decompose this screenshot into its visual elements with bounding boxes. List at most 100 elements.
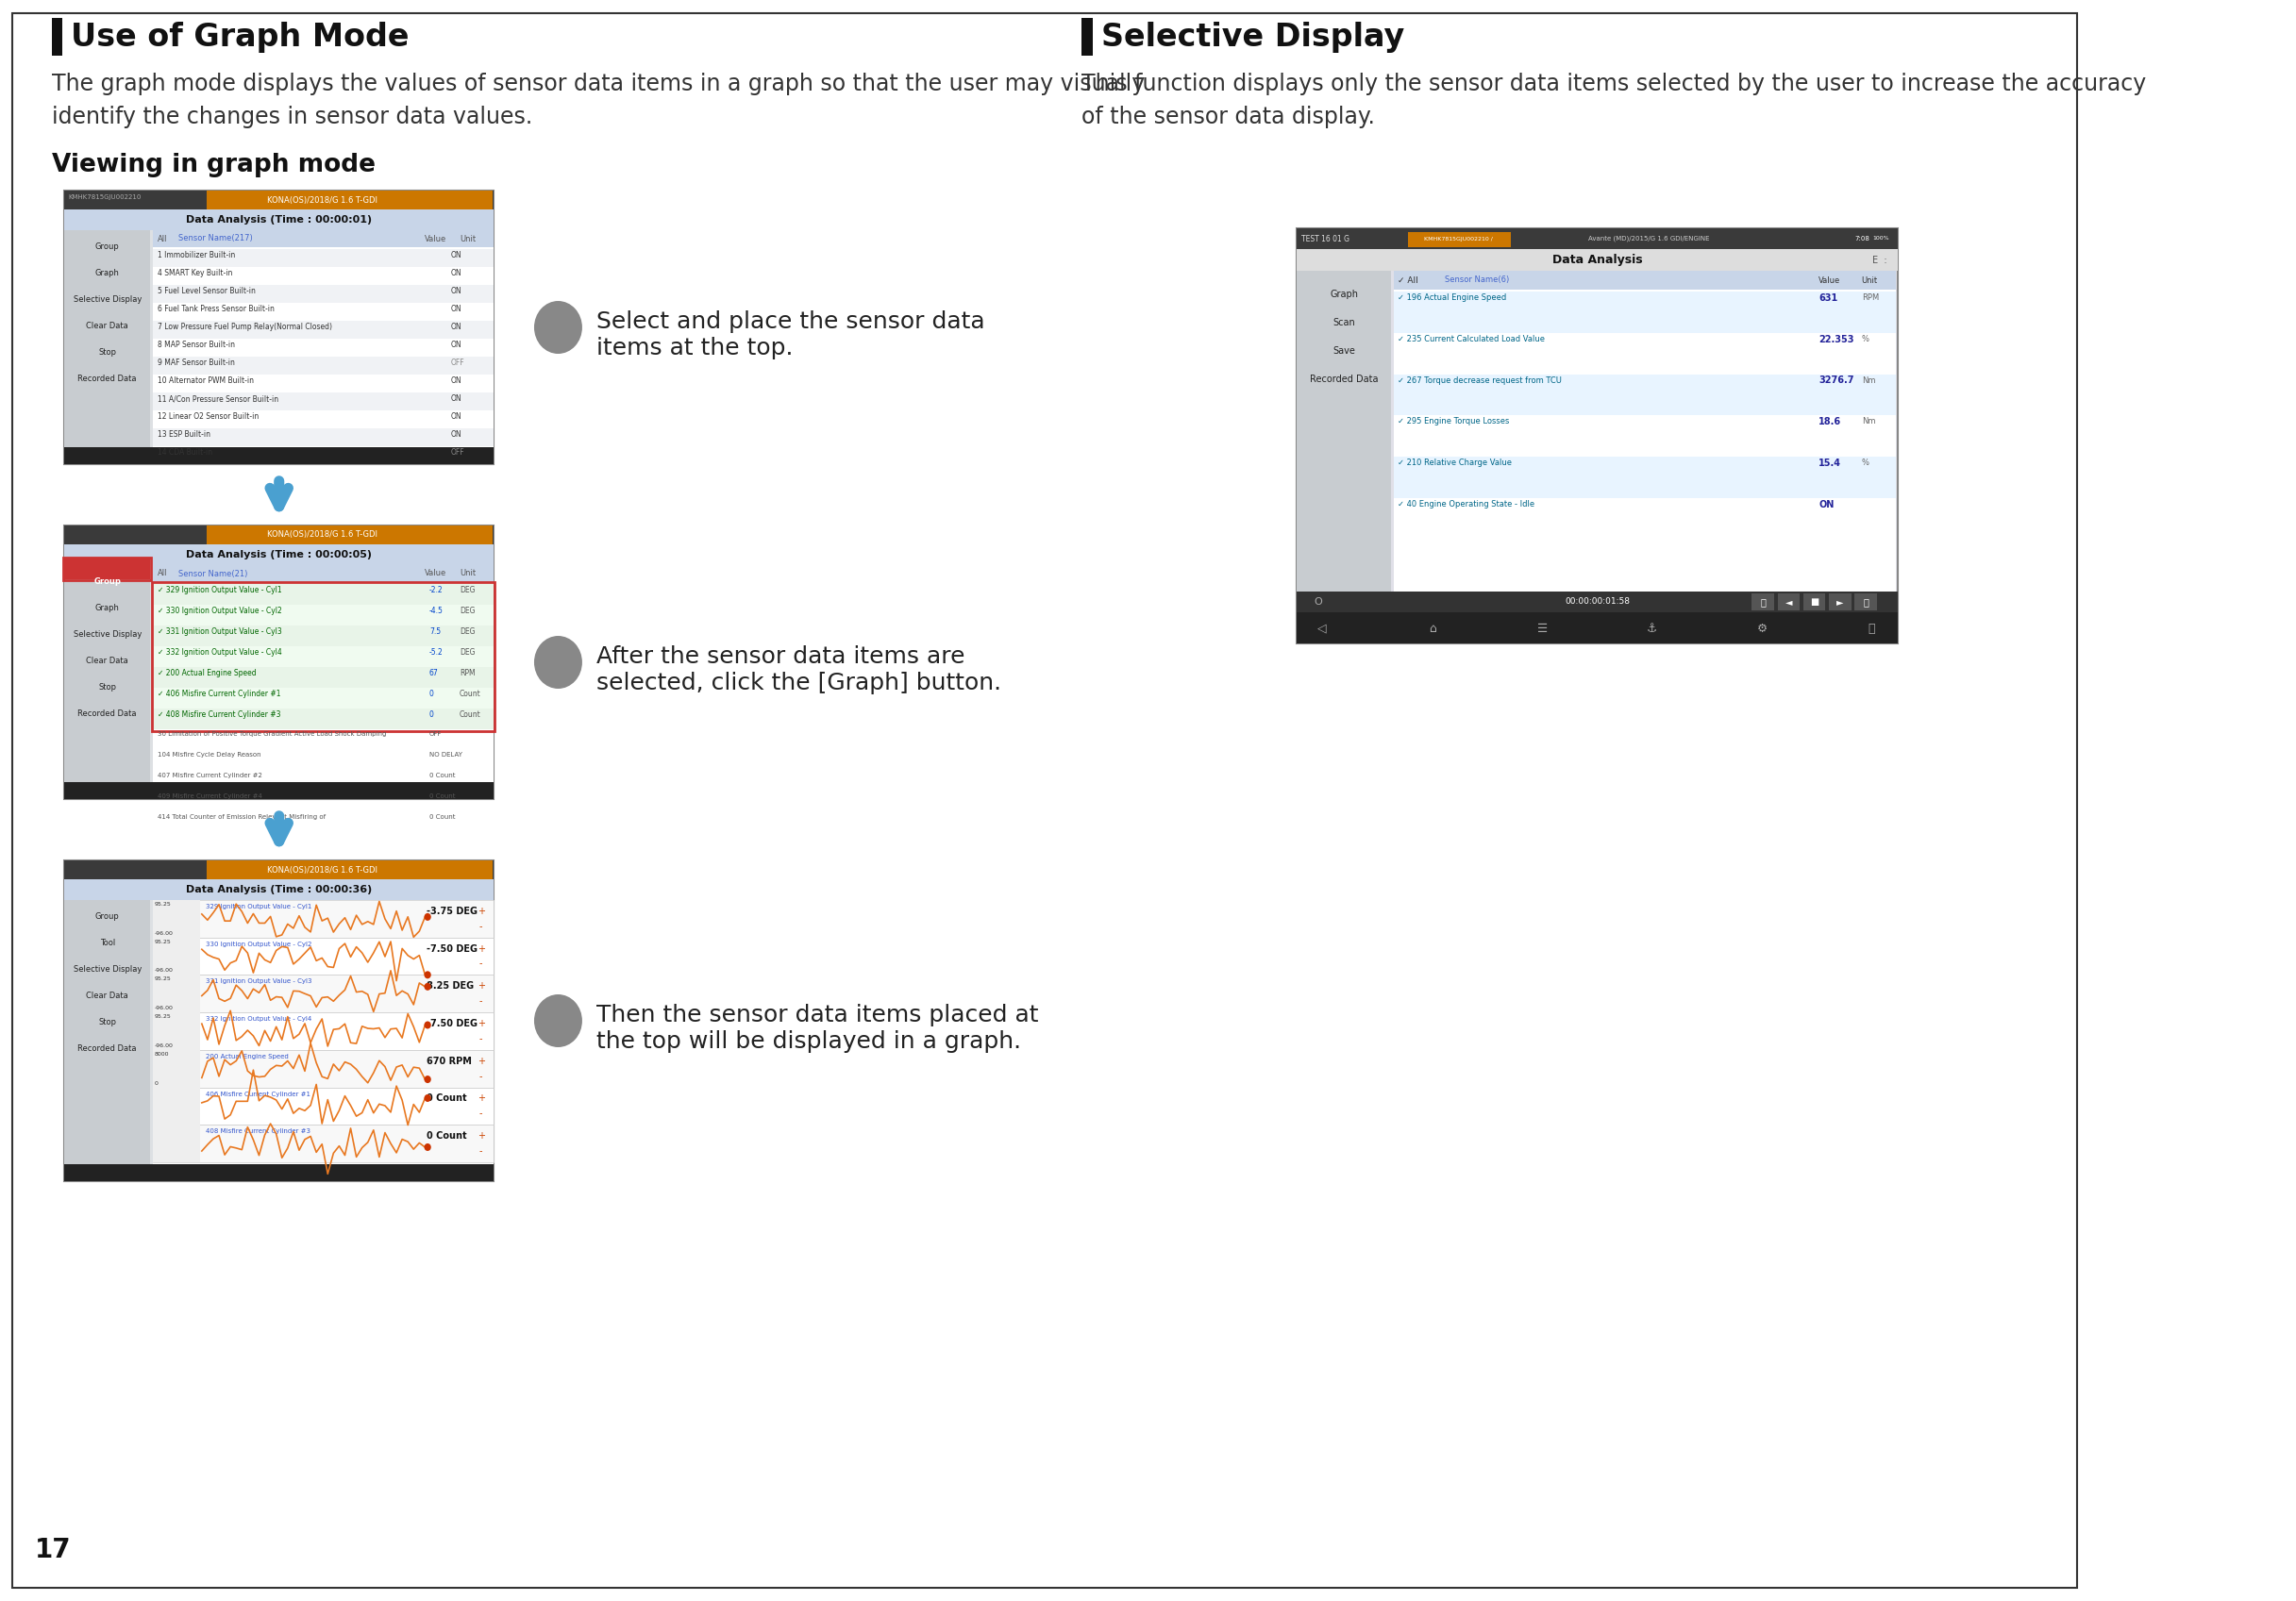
Text: ON: ON [450,304,461,314]
Bar [154,410,494,429]
Text: +: + [478,1018,484,1028]
Bar [154,1050,494,1087]
Text: 5 Fuel Level Sensor Built-in: 5 Fuel Level Sensor Built-in [156,287,255,295]
Bar [154,375,494,392]
Text: -3.75 DEG: -3.75 DEG [427,906,478,916]
Text: E  :: E : [1871,256,1887,266]
Text: 7.5: 7.5 [429,628,441,636]
Bar [154,1126,200,1162]
Text: Group: Group [94,242,119,251]
Text: 18.6: 18.6 [1818,418,1841,426]
Text: -: - [480,1071,482,1081]
Text: -5.2: -5.2 [429,648,443,656]
Text: ✓ 408 Misfire Current Cylinder #3: ✓ 408 Misfire Current Cylinder #3 [156,711,280,719]
Text: 95.25: 95.25 [154,977,172,981]
Bar [64,900,149,1182]
Bar [64,557,152,580]
Bar [1407,232,1511,247]
Text: Nm: Nm [1862,418,1876,426]
Bar [1777,594,1800,610]
Text: Selective Display: Selective Display [73,295,142,304]
Text: 3: 3 [546,1005,569,1037]
Text: ◄: ◄ [1784,597,1793,607]
Text: ON: ON [450,394,461,403]
Bar [154,938,494,975]
Bar [154,250,494,267]
Bar [154,285,494,303]
Text: O: O [1313,597,1322,607]
Text: 3276.7: 3276.7 [1818,376,1855,386]
Text: ON: ON [450,376,461,384]
Bar [154,565,494,583]
Text: ■: ■ [1809,597,1818,607]
Text: Viewing in graph mode: Viewing in graph mode [51,152,374,178]
Text: 0 Count: 0 Count [427,1132,466,1142]
Text: Select and place the sensor data: Select and place the sensor data [597,311,985,333]
Text: 8.25 DEG: 8.25 DEG [427,981,473,991]
Bar [154,1012,494,1050]
Text: Value: Value [425,234,448,243]
Text: ⚙: ⚙ [1756,623,1768,634]
Bar [154,1087,494,1126]
Text: Value: Value [1818,275,1841,285]
Bar [154,565,494,799]
Circle shape [535,994,583,1047]
Text: 2: 2 [546,647,569,679]
Bar [154,231,494,464]
Bar [64,447,494,464]
Bar [207,191,494,210]
Text: OFF: OFF [450,359,464,367]
Bar [154,429,494,447]
Text: 17: 17 [34,1537,71,1563]
Bar [1394,291,1896,333]
Circle shape [425,1076,432,1084]
Text: Data Analysis (Time : 00:00:05): Data Analysis (Time : 00:00:05) [186,551,372,559]
Bar [154,357,494,375]
Text: -96.00: -96.00 [154,969,172,973]
Text: RPM: RPM [459,669,475,677]
Bar [207,525,494,544]
Text: Sensor Name(6): Sensor Name(6) [1444,275,1508,285]
Text: -: - [480,1109,482,1119]
Bar [1394,415,1896,456]
Text: 15.4: 15.4 [1818,458,1841,467]
Circle shape [535,301,583,354]
Text: 95.25: 95.25 [154,1015,172,1020]
Text: ✓ All: ✓ All [1398,275,1419,285]
Text: DEG: DEG [459,607,475,615]
Text: Group: Group [94,578,122,586]
Text: 409 Misfire Current Cylinder #4: 409 Misfire Current Cylinder #4 [156,794,262,799]
Text: identify the changes in sensor data values.: identify the changes in sensor data valu… [51,106,533,128]
Text: ✓ 200 Actual Engine Speed: ✓ 200 Actual Engine Speed [156,669,255,677]
Bar [1297,612,1899,644]
Text: items at the top.: items at the top. [597,336,794,360]
Text: KMHK7815GJU002210 /: KMHK7815GJU002210 / [1424,237,1495,242]
Text: -96.00: -96.00 [154,1005,172,1010]
Bar [154,303,494,320]
Bar [154,392,494,410]
Text: +: + [478,981,484,991]
Text: 11 A/Con Pressure Sensor Built-in: 11 A/Con Pressure Sensor Built-in [156,394,278,403]
Text: 330 Ignition Output Value - Cyl2: 330 Ignition Output Value - Cyl2 [207,941,312,946]
Text: 0: 0 [429,690,434,698]
Circle shape [425,1143,432,1151]
Bar [1394,271,1896,290]
Text: ☰: ☰ [1536,623,1548,634]
Text: ON: ON [450,413,461,421]
Text: -: - [480,922,482,930]
Text: ✓ 210 Relative Charge Value: ✓ 210 Relative Charge Value [1398,458,1513,467]
Circle shape [425,983,432,991]
Text: Group: Group [94,913,119,921]
Bar [154,709,494,730]
Bar [154,320,494,339]
Bar [1394,375,1896,415]
Bar [1081,18,1093,56]
Bar [64,860,494,879]
Text: Count: Count [459,711,480,719]
Text: 331 Ignition Output Value - Cyl3: 331 Ignition Output Value - Cyl3 [207,978,312,985]
Text: Recorded Data: Recorded Data [78,1044,138,1053]
Text: 670 RPM: 670 RPM [427,1057,473,1066]
Bar [154,668,494,688]
Text: Unit: Unit [459,234,475,243]
Text: %: % [1862,458,1869,467]
